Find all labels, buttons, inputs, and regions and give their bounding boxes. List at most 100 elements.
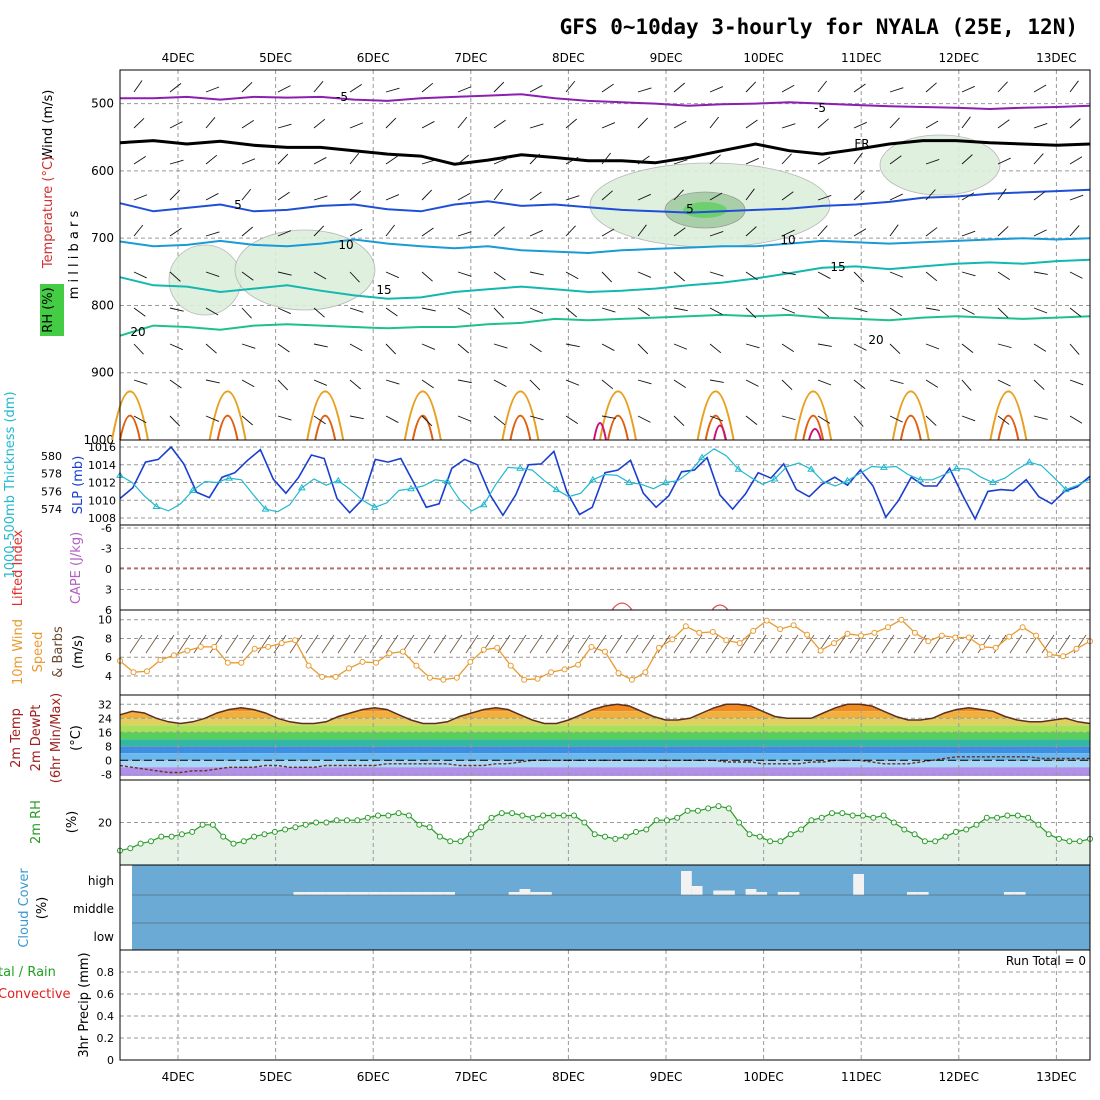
surface-wind-barb [609,634,623,654]
wind-speed-point [1060,653,1067,660]
wind-barb [745,415,758,425]
temperature-contour-25 [501,390,540,441]
surface-wind-barb [417,634,431,654]
rh-point [137,840,144,847]
wind-speed-point [655,644,662,651]
rh-point [633,828,639,835]
rh-point [643,826,650,833]
temperature-band [120,690,1090,704]
wind-barb [781,343,794,353]
cloud-bar-high [390,892,402,895]
wind-barb [529,85,543,93]
surface-wind-barb [225,634,239,654]
date-label-top: 13DEC [1036,51,1076,65]
surface-wind-barb [465,634,479,654]
wind-barb [1033,415,1048,420]
surface-wind-barb [705,634,719,654]
temperature-axis-label: Temperature (°C) [41,156,56,269]
wind-barb [673,379,686,389]
surface-wind-barb [929,634,943,654]
date-label-top: 5DEC [259,51,292,65]
thickness-marker [479,500,488,508]
rh-axis-label: RH (%) [41,287,56,332]
thickness-marker [770,474,779,482]
rh-point [1025,814,1032,821]
contour-label: -5 [336,90,348,104]
wind-barb [493,379,507,387]
wind-barb [493,343,508,349]
rh-point [1014,812,1021,819]
wind-barb [565,271,579,280]
rh-point [860,812,866,819]
wind-barb [1033,343,1047,352]
wind-barb [709,116,719,129]
date-label-top: 4DEC [162,51,195,65]
rh-point [560,812,567,819]
wind-barb [961,415,976,422]
cloud-bar-high [777,892,789,895]
temperature-contour-25 [891,390,930,441]
wind-barb [1033,191,1046,201]
rh-point [313,819,320,826]
date-label-bottom: 6DEC [357,1070,390,1084]
rh-point [168,833,175,840]
wind-barb [169,415,181,427]
cloud-bar-high [411,892,423,895]
surface-wind-barb [513,634,527,654]
wind-barb [1069,225,1080,237]
wind-barb [1069,271,1083,279]
wind-speed-point [170,652,177,659]
precip-legend-total: tal / Rain [0,965,56,980]
wind-barb [565,80,576,93]
wind-speed-point [575,661,582,668]
wind-barb [925,415,937,426]
wind-barb [313,271,327,280]
wind-speed-point [359,658,366,665]
wind-barb [169,343,183,351]
wind-speed-point [305,662,312,669]
date-label-bottom: 11DEC [841,1070,881,1084]
rh-point [529,814,536,821]
wind-speed-point [440,676,447,683]
cloud-bar-high [336,892,348,895]
thickness-marker [370,503,379,510]
wind-barb [493,271,506,281]
temperature-band [120,753,1090,761]
wind-barb [673,189,684,201]
rh-point [230,840,237,847]
wind-barb [241,415,254,426]
rh-point [405,812,412,819]
slp-tick-label: 1014 [88,459,116,472]
wind-speed-point [763,617,770,624]
wind-barb [925,343,940,350]
thickness-marker [661,478,670,485]
wind-barb [169,159,184,165]
wind-barb [313,118,326,129]
wind-barb [457,231,472,237]
precip-tick-label: 0 [107,1054,114,1067]
wind-barb [421,189,433,201]
rh-point [994,814,1001,821]
temperature-band [120,718,1090,726]
date-label-bottom: 7DEC [454,1070,487,1084]
wind-barb [349,415,364,420]
wind-speed-point [561,666,568,673]
wind-speed-point [777,626,784,633]
cloud-bar-high [917,892,929,895]
cloud-bar-high [756,892,768,895]
slp-tick-label: 1012 [88,477,116,490]
wind-speed-point [480,646,487,653]
wind-barb [529,191,542,201]
cloud-bar-high [304,892,315,895]
wind-barb [1033,153,1044,165]
wind-barb [997,188,1007,201]
wind-barb [1069,80,1079,93]
wind-speed-point [588,643,595,650]
date-label-top: 6DEC [357,51,390,65]
contour-label: 5 [234,198,242,212]
surface-wind-barb [353,634,367,654]
thickness-marker [188,486,197,493]
wind-axis-label-2: Speed [31,632,46,673]
wind-barb [169,227,182,237]
